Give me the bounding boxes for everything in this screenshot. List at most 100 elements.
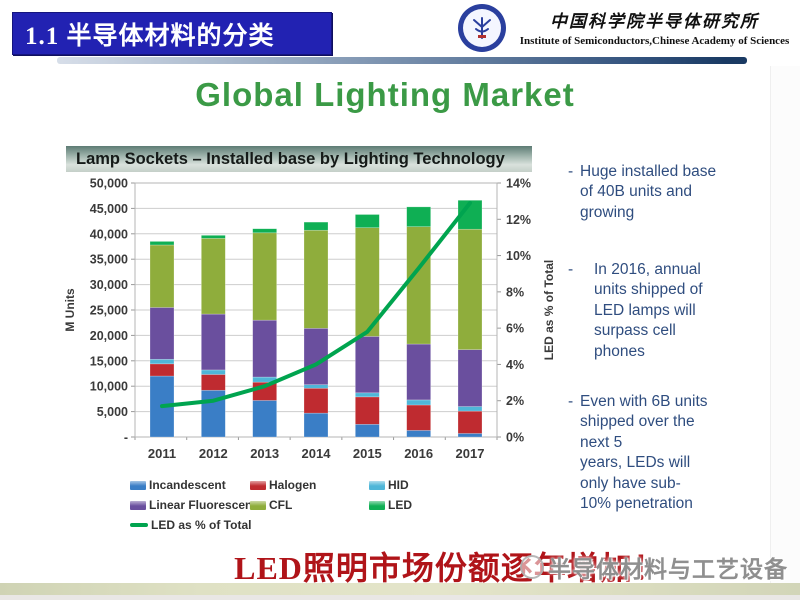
chart-panel: Lamp Sockets – Installed base by Lightin… <box>64 146 566 534</box>
stacked-bar-chart: 50,000 45,000 40,000 35,000 30,000 25,000 20,0… <box>64 177 556 462</box>
legend-item-led-as-of-total: LED as % of Total <box>130 518 251 532</box>
y-left-tick-label: 35,000 <box>90 253 128 267</box>
bullet-text: In 2016, annual units shipped of LED lam… <box>594 261 703 360</box>
footer-headline: LED照明市场份额逐年增加！ <box>234 550 666 586</box>
bar-segment-hid <box>149 358 175 365</box>
background-photo-strip <box>0 583 800 595</box>
legend-swatch-icon <box>130 500 146 510</box>
bar-segment-hid <box>355 392 380 398</box>
bullet-installed-base: - Huge installed base of 40B units and g… <box>568 162 716 223</box>
background-photo-edge <box>0 595 800 600</box>
bar-segment-hid <box>201 369 226 375</box>
y-right-tick-label: 0% <box>506 431 524 445</box>
section-badge: 1.1 半导体材料的分类 <box>12 12 332 55</box>
bar-segment-cfl <box>303 229 329 329</box>
legend-item-hid: HID <box>369 478 409 492</box>
legend-swatch-icon <box>130 523 148 527</box>
legend-item-linear-fluorescent: Linear Fluorescent <box>130 498 256 512</box>
bar-segment-linear-fluorescent <box>252 319 277 378</box>
bar-segment-cfl <box>201 238 226 315</box>
bar-segment-incandescent <box>457 433 483 438</box>
y-right-tick-label: 4% <box>506 358 524 372</box>
bullet-2016-shipments: - In 2016, annual units shipped of LED l… <box>568 260 703 362</box>
bar-segment-linear-fluorescent <box>355 336 380 394</box>
legend-item-incandescent: Incandescent <box>130 478 226 492</box>
watermark: 半导体材料与工艺设备 <box>520 550 788 584</box>
header-divider-bar <box>57 57 747 64</box>
institute-name-block: 中国科学院半导体研究所 Institute of Semiconductors,… <box>512 7 797 47</box>
slide-right-edge <box>770 66 800 583</box>
institute-logo-inner <box>463 9 501 47</box>
y-right-tick-label: 2% <box>506 394 524 408</box>
bullet-dash: - <box>568 261 574 278</box>
bar-segment-linear-fluorescent <box>457 349 483 407</box>
legend-swatch-icon <box>369 480 385 490</box>
bar-segment-hid <box>457 406 483 412</box>
bullet-text: Even with 6B units shipped over the next… <box>580 393 708 513</box>
bar-segment-led <box>149 241 175 246</box>
legend-item-cfl: CFL <box>250 498 292 512</box>
x-tick-label: 2014 <box>302 446 332 461</box>
y-left-tick-label: 45,000 <box>90 202 128 216</box>
y-left-tick-label: 30,000 <box>90 278 128 292</box>
y-right-tick-label: 14% <box>506 177 531 191</box>
chart-legend: Incandescent Halogen HID Linear Fluorescent… <box>64 470 566 534</box>
bullet-dash: - <box>568 163 574 180</box>
y-left-tick-label: 10,000 <box>90 380 128 394</box>
antenna-emblem-icon <box>473 17 491 39</box>
legend-item-halogen: Halogen <box>250 478 316 492</box>
legend-label: CFL <box>269 498 293 512</box>
x-tick-label: 2017 <box>456 446 485 461</box>
bar-segment-hid <box>303 384 329 389</box>
bar-segment-halogen <box>201 374 226 391</box>
legend-swatch-icon <box>369 500 385 510</box>
y-left-tick-label: 15,000 <box>90 354 128 368</box>
y-left-tick-label: 50,000 <box>90 177 128 191</box>
chart-title: Lamp Sockets – Installed base by Lightin… <box>66 146 532 172</box>
bar-segment-led <box>252 228 277 234</box>
bullet-text: Huge installed base of 40B units and gro… <box>580 163 717 221</box>
bar-segment-halogen <box>355 396 380 425</box>
y-right-tick-label: 10% <box>506 249 531 263</box>
bar-segment-halogen <box>149 363 175 377</box>
bar-segment-led <box>201 235 226 239</box>
institute-logo-icon <box>458 4 506 52</box>
bar-segment-incandescent <box>303 412 329 438</box>
y-right-axis-title: LED as % of Total <box>542 260 556 360</box>
legend-label: LED as % of Total <box>151 518 252 532</box>
bar-segment-incandescent <box>252 400 277 438</box>
bar-segment-cfl <box>406 226 431 345</box>
x-tick-label: 2016 <box>404 446 433 461</box>
bar-segment-led <box>303 221 329 231</box>
bar-segment-halogen <box>303 387 329 414</box>
legend-swatch-icon <box>130 480 146 490</box>
legend-label: Halogen <box>269 478 317 492</box>
y-left-tick-label: 40,000 <box>90 227 128 241</box>
legend-item-led: LED <box>369 498 412 512</box>
bar-segment-halogen <box>406 404 431 431</box>
legend-label: HID <box>388 478 409 492</box>
bar-segment-halogen <box>457 410 483 434</box>
legend-label: Linear Fluorescent <box>149 498 257 512</box>
y-right-tick-label: 6% <box>506 322 524 336</box>
led-percent-trend-line <box>160 200 472 409</box>
x-tick-label: 2015 <box>353 446 382 461</box>
bullet-dash: - <box>568 393 574 410</box>
bar-segment-incandescent <box>355 424 380 438</box>
x-tick-label: 2012 <box>199 446 228 461</box>
y-right-tick-label: 12% <box>506 213 531 227</box>
bar-segment-hid <box>406 399 431 406</box>
legend-swatch-icon <box>250 500 266 510</box>
bar-segment-linear-fluorescent <box>406 343 431 401</box>
institute-name-cn: 中国科学院半导体研究所 <box>550 12 759 32</box>
bar-segment-cfl <box>457 228 483 350</box>
bar-segment-cfl <box>252 232 277 321</box>
bar-segment-led <box>406 206 431 227</box>
legend-swatch-icon <box>250 480 266 490</box>
bar-segment-linear-fluorescent <box>201 313 226 371</box>
watermark-text: 半导体材料与工艺设备 <box>548 556 788 582</box>
y-left-tick-label: 20,000 <box>90 329 128 343</box>
x-tick-label: 2013 <box>250 446 279 461</box>
bar-segment-cfl <box>149 244 175 308</box>
watermark-logo-icon <box>520 555 544 579</box>
